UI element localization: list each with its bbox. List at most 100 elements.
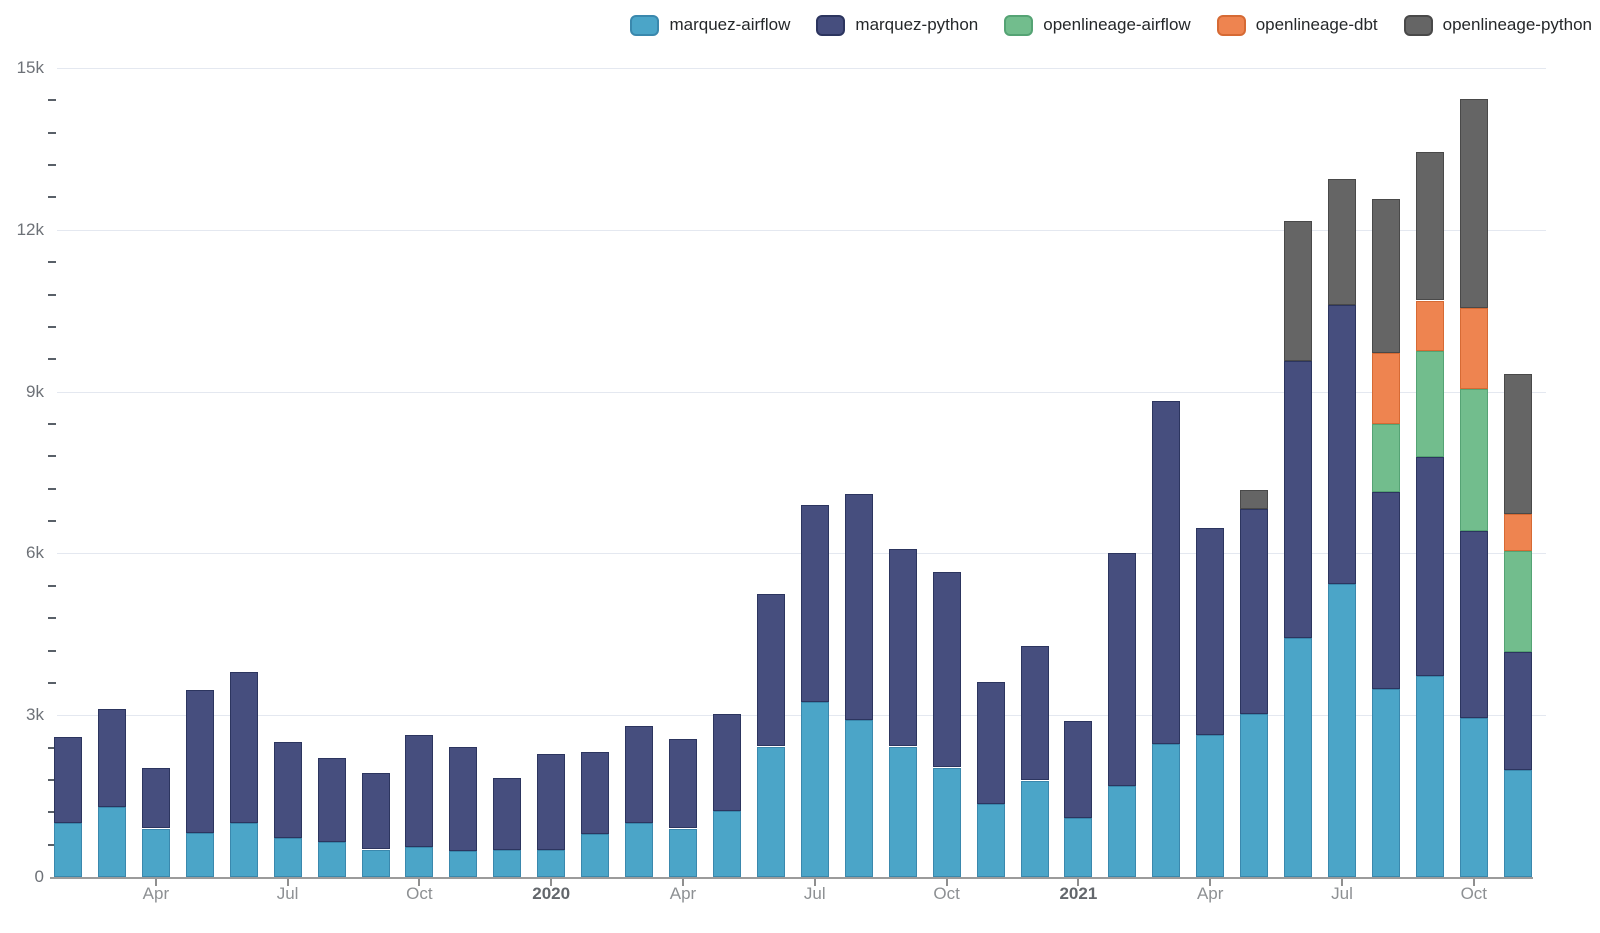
bar-segment-openlineage-dbt-2021-10[interactable] [1459, 308, 1488, 390]
y-axis-minor-tick [48, 487, 56, 490]
bar-segment-marquez-python-2019-12[interactable] [493, 777, 522, 851]
bar-segment-marquez-python-2020-08[interactable] [844, 493, 873, 720]
legend-item-openlineage-dbt[interactable]: openlineage-dbt [1216, 14, 1378, 36]
bar-segment-marquez-python-2020-05[interactable] [713, 714, 741, 811]
bar-segment-marquez-airflow-2019-12[interactable] [493, 850, 522, 877]
bar-segment-marquez-airflow-2019-06[interactable] [229, 823, 258, 877]
bar-segment-marquez-airflow-2021-08[interactable] [1371, 689, 1400, 877]
bar-segment-marquez-python-2020-02[interactable] [581, 752, 610, 835]
bar-segment-marquez-python-2019-04[interactable] [141, 768, 170, 829]
bar-segment-marquez-python-2020-03[interactable] [625, 726, 654, 824]
bar-segment-marquez-python-2020-10[interactable] [932, 572, 961, 768]
bar-segment-openlineage-airflow-2021-11[interactable] [1503, 550, 1532, 653]
y-axis-minor-tick [48, 325, 56, 328]
bar-segment-marquez-airflow-2019-09[interactable] [361, 849, 390, 877]
bar-segment-marquez-airflow-2019-10[interactable] [405, 846, 434, 877]
x-axis-label-Apr: Apr [669, 884, 697, 903]
bar-segment-marquez-airflow-2021-01[interactable] [1064, 817, 1093, 877]
bar-segment-marquez-python-2020-01[interactable] [537, 753, 566, 850]
bar-segment-marquez-airflow-2021-07[interactable] [1328, 584, 1356, 877]
legend-item-openlineage-python[interactable]: openlineage-python [1403, 14, 1592, 36]
bar-segment-marquez-airflow-2020-03[interactable] [625, 823, 654, 877]
bar-segment-marquez-python-2019-02[interactable] [54, 736, 82, 824]
legend-label: openlineage-dbt [1255, 15, 1378, 34]
bar-segment-marquez-airflow-2020-02[interactable] [581, 834, 610, 877]
bar-segment-marquez-airflow-2021-02[interactable] [1108, 785, 1137, 877]
bar-segment-marquez-python-2020-04[interactable] [669, 738, 697, 829]
bar-segment-marquez-python-2020-06[interactable] [756, 593, 785, 747]
bar-segment-marquez-python-2020-11[interactable] [976, 682, 1005, 804]
bar-segment-openlineage-airflow-2021-10[interactable] [1459, 389, 1488, 531]
bar-segment-marquez-airflow-2020-12[interactable] [1020, 780, 1049, 877]
bar-segment-marquez-python-2019-11[interactable] [449, 747, 478, 852]
bar-segment-marquez-airflow-2020-07[interactable] [800, 702, 829, 877]
y-axis-minor-tick [48, 99, 56, 102]
x-axis-tick-Apr [682, 879, 684, 886]
bar-segment-marquez-python-2021-02[interactable] [1108, 553, 1137, 786]
bar-segment-marquez-python-2019-08[interactable] [317, 757, 346, 842]
legend-item-marquez-python[interactable]: marquez-python [816, 14, 978, 36]
bar-segment-openlineage-python-2021-08[interactable] [1371, 199, 1400, 354]
bar-segment-marquez-python-2021-01[interactable] [1064, 721, 1093, 818]
bar-segment-marquez-airflow-2020-09[interactable] [888, 746, 917, 877]
y-axis-minor-tick [48, 261, 56, 264]
bar-segment-openlineage-dbt-2021-09[interactable] [1415, 300, 1444, 351]
bar-segment-openlineage-dbt-2021-08[interactable] [1371, 353, 1400, 424]
x-axis-tick-Oct [1472, 879, 1475, 886]
bar-segment-marquez-python-2021-08[interactable] [1371, 491, 1400, 690]
bar-segment-marquez-airflow-2019-03[interactable] [97, 806, 126, 877]
bar-segment-openlineage-python-2021-07[interactable] [1328, 179, 1356, 306]
bar-segment-marquez-python-2021-03[interactable] [1152, 401, 1181, 744]
bar-segment-openlineage-python-2021-05[interactable] [1240, 489, 1269, 509]
bar-segment-marquez-airflow-2019-02[interactable] [54, 823, 82, 877]
bar-segment-marquez-airflow-2021-11[interactable] [1503, 769, 1532, 877]
bar-segment-marquez-airflow-2020-06[interactable] [756, 746, 785, 877]
bar-segment-marquez-python-2021-05[interactable] [1240, 508, 1269, 715]
bar-segment-marquez-python-2020-09[interactable] [888, 549, 917, 747]
bar-segment-openlineage-airflow-2021-08[interactable] [1371, 424, 1400, 492]
bar-segment-marquez-airflow-2019-07[interactable] [273, 837, 302, 877]
bar-segment-marquez-python-2019-05[interactable] [185, 689, 214, 833]
bar-segment-marquez-python-2021-11[interactable] [1503, 652, 1532, 770]
bar-segment-marquez-python-2020-07[interactable] [800, 504, 829, 703]
bar-segment-marquez-python-2019-06[interactable] [229, 672, 258, 824]
legend-item-marquez-airflow[interactable]: marquez-airflow [630, 14, 790, 36]
bar-segment-marquez-airflow-2021-06[interactable] [1284, 638, 1312, 877]
bar-segment-marquez-python-2021-04[interactable] [1196, 528, 1225, 735]
bar-segment-marquez-airflow-2020-04[interactable] [669, 828, 697, 877]
bar-segment-marquez-python-2019-07[interactable] [273, 742, 302, 838]
legend-swatch-openlineage-airflow [1004, 14, 1034, 36]
bar-segment-openlineage-python-2021-10[interactable] [1459, 99, 1488, 308]
bar-segment-marquez-python-2021-07[interactable] [1328, 305, 1356, 585]
bar-segment-openlineage-dbt-2021-11[interactable] [1503, 514, 1532, 551]
legend-item-openlineage-airflow[interactable]: openlineage-airflow [1004, 14, 1191, 36]
bar-segment-marquez-airflow-2019-04[interactable] [141, 828, 170, 877]
bar-segment-marquez-airflow-2020-05[interactable] [713, 810, 741, 877]
bar-segment-openlineage-python-2021-09[interactable] [1415, 151, 1444, 301]
bar-segment-marquez-airflow-2021-03[interactable] [1152, 743, 1181, 877]
bar-segment-marquez-airflow-2019-08[interactable] [317, 841, 346, 877]
bar-segment-marquez-airflow-2020-01[interactable] [537, 850, 566, 877]
bar-segment-marquez-python-2021-10[interactable] [1459, 530, 1488, 719]
bar-segment-marquez-python-2020-12[interactable] [1020, 646, 1049, 781]
bar-segment-marquez-python-2021-06[interactable] [1284, 361, 1312, 639]
bar-segment-marquez-python-2019-10[interactable] [405, 735, 434, 847]
bar-segment-marquez-python-2019-03[interactable] [97, 709, 126, 807]
bar-segment-openlineage-python-2021-11[interactable] [1503, 374, 1532, 514]
bar-segment-marquez-airflow-2019-05[interactable] [185, 832, 214, 877]
bar-segment-marquez-python-2019-09[interactable] [361, 772, 390, 850]
bar-segment-marquez-airflow-2020-10[interactable] [932, 767, 961, 877]
x-axis-tick-Oct [945, 879, 948, 886]
bar-segment-marquez-airflow-2021-10[interactable] [1459, 718, 1488, 877]
bar-segment-marquez-airflow-2020-08[interactable] [844, 720, 873, 877]
bar-segment-marquez-airflow-2021-04[interactable] [1196, 734, 1225, 877]
bar-segment-marquez-python-2021-09[interactable] [1415, 457, 1444, 677]
bar-segment-openlineage-airflow-2021-09[interactable] [1415, 350, 1444, 458]
bar-segment-marquez-airflow-2019-11[interactable] [449, 851, 478, 877]
bar-segment-marquez-airflow-2020-11[interactable] [976, 803, 1005, 877]
bar-segment-marquez-airflow-2021-05[interactable] [1240, 714, 1269, 877]
bar-segment-openlineage-python-2021-06[interactable] [1284, 220, 1312, 362]
bar-segment-marquez-airflow-2021-09[interactable] [1415, 676, 1444, 877]
